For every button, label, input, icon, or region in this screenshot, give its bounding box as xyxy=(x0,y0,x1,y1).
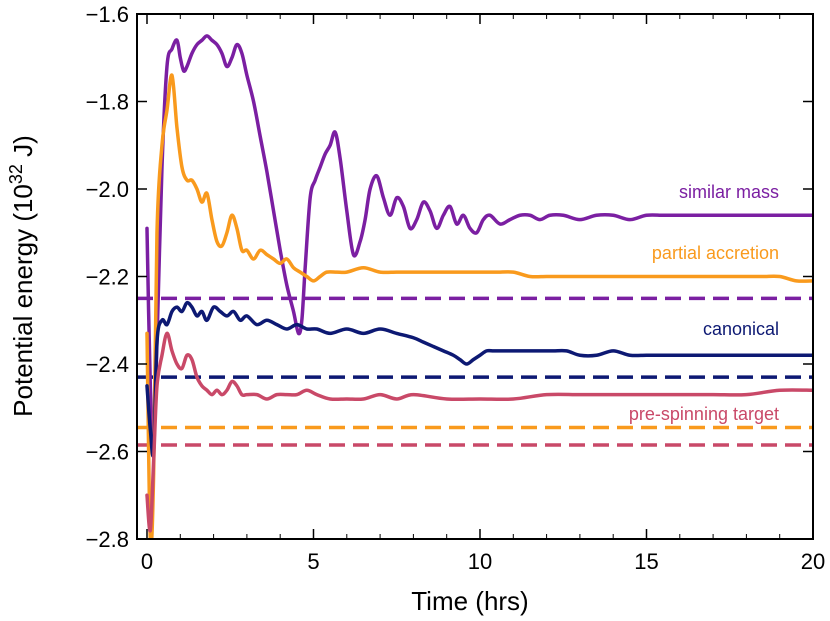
y-tick-label: −2.2 xyxy=(86,265,129,290)
y-tick-label: −2.0 xyxy=(86,177,129,202)
y-axis-title: Potential energy (1032 J) xyxy=(6,135,38,417)
series-line-similar-mass xyxy=(145,34,813,438)
x-axis-title: Time (hrs) xyxy=(411,586,528,616)
x-tick-label: 10 xyxy=(468,549,492,574)
series-label-partial-accretion: partial accretion xyxy=(652,243,779,263)
y-tick-label: −2.6 xyxy=(86,440,129,465)
x-tick-label: 15 xyxy=(634,549,658,574)
y-tick-label: −2.4 xyxy=(86,352,129,377)
reference-levels xyxy=(137,296,813,447)
series-line-pre-spinning-target xyxy=(145,331,813,533)
series-label-canonical: canonical xyxy=(703,319,779,339)
y-tick-label: −1.8 xyxy=(86,90,129,115)
series-line-partial-accretion xyxy=(145,73,813,539)
axis-ticks: 0 5 10 15 20 −1.6 −1.8 −2.0 −2.2 −2.4 −2.6 −2.8 xyxy=(86,2,826,574)
series-label-similar-mass: similar mass xyxy=(679,182,779,202)
series-label-pre-spinning-target: pre-spinning target xyxy=(629,404,779,424)
y-tick-label: −1.6 xyxy=(86,2,129,27)
x-tick-label: 5 xyxy=(307,549,319,574)
y-tick-label: −2.8 xyxy=(86,527,129,552)
x-tick-label: 0 xyxy=(141,549,153,574)
x-tick-label: 20 xyxy=(801,549,825,574)
series-labels: similar mass partial accretion canonical pr… xyxy=(629,182,779,424)
series-line-canonical xyxy=(145,300,813,458)
series-lines xyxy=(145,34,813,539)
